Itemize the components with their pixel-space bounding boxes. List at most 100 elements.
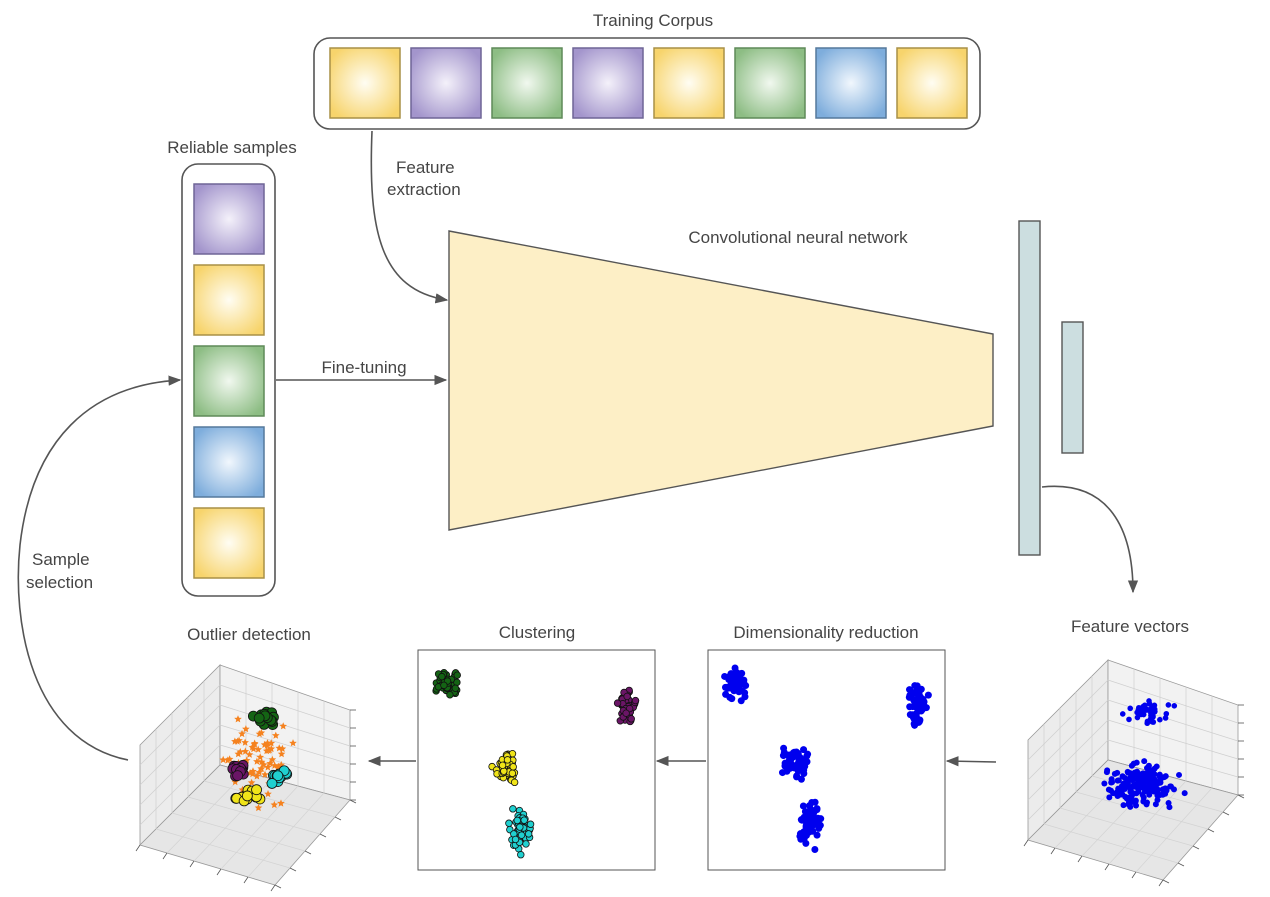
feature-vector-point [1153,785,1160,792]
feature-vector-point [1124,768,1131,775]
dimred-point [740,676,748,684]
outlier-star [270,800,279,809]
feature-vector-point [1103,769,1110,776]
cube-tick [1237,794,1245,799]
dimred-plot-frame [707,649,946,871]
cube-tick [1050,847,1056,855]
dimred-point [916,693,924,701]
outlier-star [248,770,257,778]
sample-selection-label-line2: selection [26,573,93,592]
feature-vector-point [1138,711,1144,718]
dimred-point [815,824,823,832]
feature-vector-point [1108,776,1115,783]
cube-tick [1158,879,1164,887]
corpus-tile-purple [410,47,482,119]
dimred-point [906,691,914,699]
cube-tick [243,876,249,884]
dimred-point [731,683,739,691]
feature-vector-point [1140,798,1147,805]
fc-layer-small [1061,321,1084,454]
cube-grid-line [187,796,321,835]
cluster-yellow-point [510,778,519,787]
outlier-star [224,756,232,764]
dimred-point [801,808,809,816]
dimred-point [909,703,917,711]
cluster-cyan-point [509,805,517,813]
feature-vectors-3d-plot [1023,659,1245,887]
dimred-point [911,721,919,729]
dimred-point [805,825,813,833]
feature-vector-point [1153,763,1160,770]
dimred-point [917,685,925,693]
feature-vector-point [1129,777,1136,784]
cluster-cyan-point [517,851,525,859]
feature-vector-point [1132,798,1139,805]
outlier-star [245,750,254,758]
cluster-cyan-point [505,819,513,827]
cluster-cyan-point [516,823,524,831]
outlier-star [254,803,263,812]
outlier-star [275,744,283,752]
feature-extraction-label-line2: extraction [387,180,461,199]
cube-tick [334,816,342,821]
cube-grid-line [1107,679,1239,724]
feature-vector-point [1105,786,1112,793]
feature-vector-point [1159,791,1166,798]
feature-vector-point [1123,795,1130,802]
outlier-star [277,750,286,758]
cnn-label: Convolutional neural network [688,228,908,247]
cube-tick [319,833,327,838]
dimred-point [910,715,918,723]
dimensionality-reduction-title: Dimensionality reduction [733,623,918,642]
feature-vector-point [1154,797,1161,804]
outlier-star [231,778,239,786]
cube-grid-line [1043,823,1179,864]
outlier-star [242,756,251,764]
outlier-star [277,799,285,807]
cluster-purple-point [631,696,640,705]
outlier-star [264,790,272,798]
cube-tick [1207,828,1215,833]
dimred-point [916,716,924,724]
cluster-cyan-point [517,831,526,839]
cube-tick [1023,839,1029,847]
outlier-star [242,725,250,733]
cube-grid-line [203,780,336,818]
reliable-samples-tiles [193,183,265,579]
sample-selection-label-line1: Sample [32,550,90,569]
cube-grid-line [1059,807,1194,847]
outlier-cyan-point [266,778,278,789]
outlier-star [241,738,249,746]
dimred-point [786,755,794,763]
cluster-green-point [451,684,460,692]
feature-vector-point [1133,769,1140,776]
cube-tick [189,860,195,868]
feature-vector-point [1144,765,1151,772]
feature-vector-point [1125,801,1132,808]
dimred-point [804,750,812,758]
cube-grid-line [166,771,247,854]
feature-vector-point [1157,716,1163,723]
dimred-points [721,664,932,853]
feature-vector-point [1136,704,1142,711]
cube-tick [304,850,312,855]
feature-vector-point [1149,767,1156,774]
dimred-point [781,762,789,770]
feature-vector-point [1145,776,1152,783]
outlier-star [257,758,266,766]
corpus-tile-blue [815,47,887,119]
cluster-green-point [446,691,454,699]
cube-grid-line [1027,679,1109,761]
corpus-tile-purple [572,47,644,119]
dimred-point [811,807,819,815]
reliable-tile-yellow [193,264,265,336]
feature-vector-point [1163,710,1170,717]
feature-vector-point [1154,792,1161,799]
feature-vector-point [1148,781,1155,788]
cluster-cyan-point [524,830,533,838]
feature-vector-point [1161,786,1168,793]
training-corpus-tiles [329,47,968,119]
outlier-star [249,745,258,753]
feature-vector-point [1142,702,1148,709]
